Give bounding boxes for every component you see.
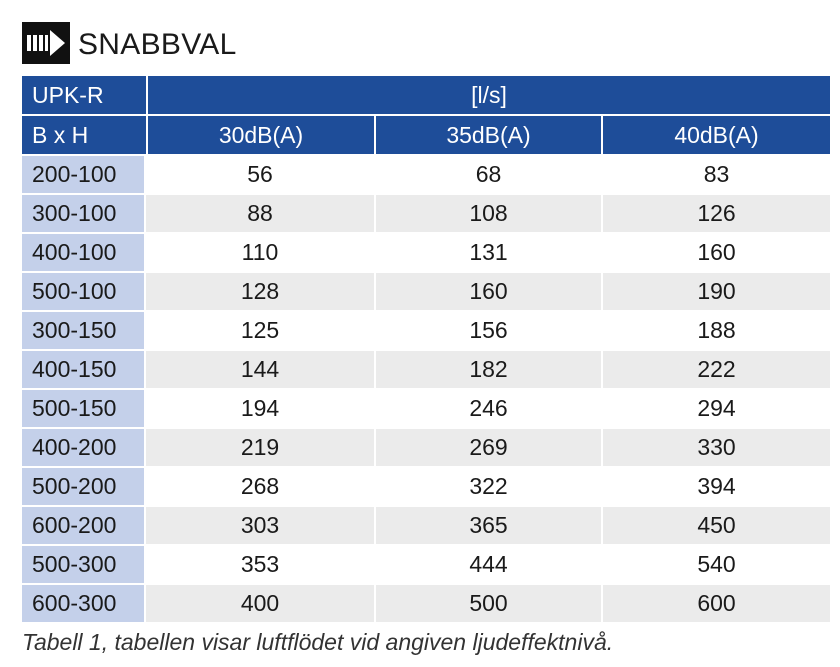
size-cell: 600-300 [22, 585, 146, 624]
value-cell-35: 444 [374, 546, 601, 585]
table-row: 500-200 268 322 394 [22, 468, 830, 507]
size-cell: 500-150 [22, 390, 146, 429]
size-cell: 400-100 [22, 234, 146, 273]
table-row: 500-100 128 160 190 [22, 273, 830, 312]
level-header-35: 35dB(A) [374, 116, 601, 156]
table-row: 600-300 400 500 600 [22, 585, 830, 624]
value-cell-30: 268 [146, 468, 374, 507]
model-header: UPK-R [22, 76, 146, 116]
value-cell-30: 303 [146, 507, 374, 546]
value-cell-40: 160 [601, 234, 830, 273]
value-cell-30: 128 [146, 273, 374, 312]
value-cell-35: 182 [374, 351, 601, 390]
size-cell: 300-100 [22, 195, 146, 234]
table-row: 400-100 110 131 160 [22, 234, 830, 273]
value-cell-30: 194 [146, 390, 374, 429]
value-cell-35: 269 [374, 429, 601, 468]
size-cell: 300-150 [22, 312, 146, 351]
level-header-40: 40dB(A) [601, 116, 830, 156]
value-cell-40: 394 [601, 468, 830, 507]
table-row: 600-200 303 365 450 [22, 507, 830, 546]
size-cell: 200-100 [22, 156, 146, 195]
size-cell: 600-200 [22, 507, 146, 546]
table-row: 300-100 88 108 126 [22, 195, 830, 234]
value-cell-30: 144 [146, 351, 374, 390]
value-cell-35: 500 [374, 585, 601, 624]
size-cell: 500-200 [22, 468, 146, 507]
value-cell-35: 68 [374, 156, 601, 195]
table-row: 300-150 125 156 188 [22, 312, 830, 351]
value-cell-40: 540 [601, 546, 830, 585]
unit-header: [l/s] [146, 76, 830, 116]
value-cell-30: 56 [146, 156, 374, 195]
level-header-30: 30dB(A) [146, 116, 374, 156]
value-cell-40: 294 [601, 390, 830, 429]
size-cell: 500-100 [22, 273, 146, 312]
size-cell: 400-150 [22, 351, 146, 390]
value-cell-30: 125 [146, 312, 374, 351]
page-title: SNABBVAL [78, 28, 237, 61]
value-cell-30: 88 [146, 195, 374, 234]
quick-select-table: UPK-R [l/s] B x H 30dB(A) 35dB(A) 40dB(A… [22, 76, 830, 624]
value-cell-35: 160 [374, 273, 601, 312]
value-cell-35: 322 [374, 468, 601, 507]
table-row: 400-200 219 269 330 [22, 429, 830, 468]
size-cell: 500-300 [22, 546, 146, 585]
header-row-levels: B x H 30dB(A) 35dB(A) 40dB(A) [22, 116, 830, 156]
quick-select-arrow-icon [22, 22, 70, 64]
value-cell-30: 353 [146, 546, 374, 585]
size-cell: 400-200 [22, 429, 146, 468]
value-cell-35: 131 [374, 234, 601, 273]
value-cell-40: 126 [601, 195, 830, 234]
value-cell-35: 108 [374, 195, 601, 234]
table-caption: Tabell 1, tabellen visar luftflödet vid … [22, 629, 614, 655]
table-row: 500-300 353 444 540 [22, 546, 830, 585]
value-cell-30: 219 [146, 429, 374, 468]
value-cell-40: 83 [601, 156, 830, 195]
dimension-header: B x H [22, 116, 146, 156]
value-cell-40: 330 [601, 429, 830, 468]
value-cell-40: 188 [601, 312, 830, 351]
header-row-model: UPK-R [l/s] [22, 76, 830, 116]
table-row: 200-100 56 68 83 [22, 156, 830, 195]
value-cell-35: 365 [374, 507, 601, 546]
heading: SNABBVAL [22, 16, 237, 64]
value-cell-30: 400 [146, 585, 374, 624]
table-row: 500-150 194 246 294 [22, 390, 830, 429]
table-row: 400-150 144 182 222 [22, 351, 830, 390]
value-cell-40: 222 [601, 351, 830, 390]
value-cell-35: 156 [374, 312, 601, 351]
value-cell-40: 190 [601, 273, 830, 312]
value-cell-35: 246 [374, 390, 601, 429]
value-cell-40: 450 [601, 507, 830, 546]
value-cell-40: 600 [601, 585, 830, 624]
value-cell-30: 110 [146, 234, 374, 273]
